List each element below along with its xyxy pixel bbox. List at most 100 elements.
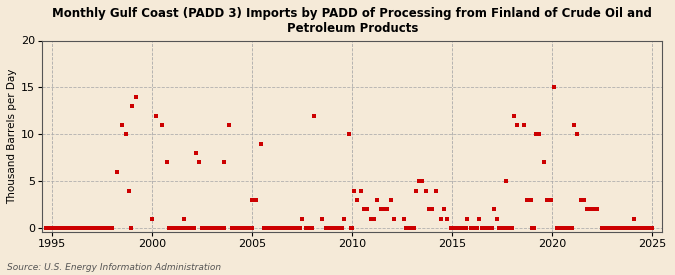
Point	[300, 226, 311, 230]
Point	[427, 207, 437, 211]
Point	[302, 226, 313, 230]
Point	[497, 226, 508, 230]
Point	[244, 226, 254, 230]
Point	[151, 113, 161, 118]
Point	[474, 216, 485, 221]
Point	[45, 226, 56, 230]
Point	[175, 226, 186, 230]
Point	[468, 226, 479, 230]
Point	[625, 226, 636, 230]
Point	[502, 226, 513, 230]
Point	[400, 226, 411, 230]
Point	[407, 226, 418, 230]
Point	[219, 226, 230, 230]
Point	[270, 226, 281, 230]
Point	[327, 226, 338, 230]
Point	[603, 226, 614, 230]
Point	[614, 226, 624, 230]
Point	[460, 226, 471, 230]
Point	[170, 226, 181, 230]
Point	[237, 226, 248, 230]
Text: Source: U.S. Energy Information Administration: Source: U.S. Energy Information Administ…	[7, 263, 221, 272]
Point	[500, 179, 511, 183]
Point	[317, 216, 327, 221]
Point	[229, 226, 240, 230]
Point	[504, 226, 514, 230]
Point	[333, 226, 344, 230]
Point	[346, 226, 356, 230]
Point	[632, 226, 643, 230]
Point	[430, 188, 441, 193]
Point	[610, 226, 621, 230]
Point	[602, 226, 613, 230]
Point	[512, 123, 522, 127]
Point	[414, 179, 425, 183]
Point	[568, 123, 579, 127]
Point	[288, 226, 299, 230]
Point	[295, 226, 306, 230]
Point	[470, 226, 481, 230]
Point	[607, 226, 618, 230]
Point	[578, 198, 589, 202]
Point	[177, 226, 188, 230]
Point	[507, 226, 518, 230]
Point	[147, 216, 158, 221]
Point	[267, 226, 277, 230]
Point	[255, 141, 266, 146]
Point	[557, 226, 568, 230]
Point	[398, 216, 409, 221]
Point	[549, 85, 560, 90]
Point	[330, 226, 341, 230]
Point	[75, 226, 86, 230]
Point	[589, 207, 599, 211]
Point	[263, 226, 274, 230]
Point	[269, 226, 279, 230]
Point	[85, 226, 96, 230]
Point	[408, 226, 419, 230]
Point	[198, 226, 209, 230]
Point	[52, 226, 63, 230]
Point	[533, 132, 544, 136]
Point	[194, 160, 205, 165]
Point	[344, 132, 354, 136]
Point	[203, 226, 214, 230]
Point	[565, 226, 576, 230]
Point	[103, 226, 114, 230]
Point	[235, 226, 246, 230]
Point	[308, 113, 319, 118]
Point	[525, 198, 536, 202]
Point	[57, 226, 68, 230]
Point	[567, 226, 578, 230]
Point	[465, 226, 476, 230]
Point	[232, 226, 242, 230]
Point	[120, 132, 131, 136]
Point	[278, 226, 289, 230]
Point	[539, 160, 549, 165]
Point	[454, 226, 464, 230]
Point	[90, 226, 101, 230]
Point	[247, 198, 258, 202]
Point	[405, 226, 416, 230]
Point	[467, 226, 478, 230]
Point	[643, 226, 654, 230]
Point	[285, 226, 296, 230]
Point	[190, 151, 201, 155]
Point	[635, 226, 646, 230]
Point	[307, 226, 318, 230]
Point	[627, 226, 638, 230]
Point	[449, 226, 460, 230]
Point	[628, 216, 639, 221]
Point	[227, 226, 238, 230]
Point	[421, 188, 431, 193]
Point	[518, 123, 529, 127]
Point	[647, 226, 657, 230]
Point	[187, 226, 198, 230]
Point	[100, 226, 111, 230]
Point	[642, 226, 653, 230]
Point	[605, 226, 616, 230]
Point	[435, 216, 446, 221]
Point	[55, 226, 66, 230]
Y-axis label: Thousand Barrels per Day: Thousand Barrels per Day	[7, 68, 17, 204]
Point	[402, 226, 412, 230]
Point	[446, 226, 456, 230]
